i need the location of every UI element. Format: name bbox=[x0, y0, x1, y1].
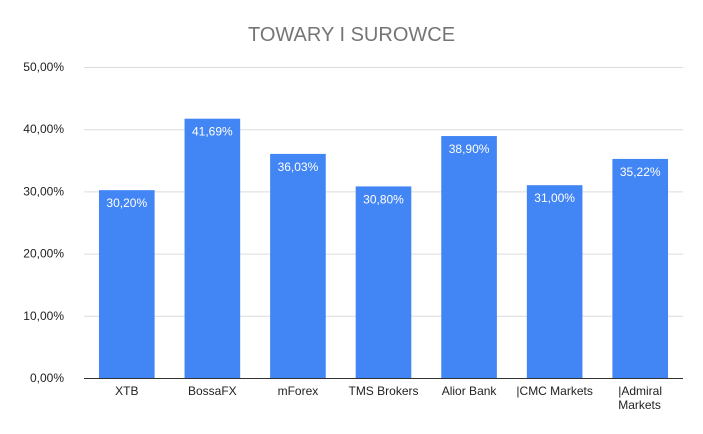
x-tick-label: XTB bbox=[115, 384, 138, 398]
bar-value-label: 30,20% bbox=[106, 196, 147, 210]
x-tick-label: |CMC Markets bbox=[516, 384, 592, 398]
x-tick-label: mForex bbox=[278, 384, 319, 398]
y-tick-label: 0,00% bbox=[30, 371, 64, 385]
y-tick-label: 30,00% bbox=[23, 184, 64, 198]
bar-value-label: 31,00% bbox=[534, 191, 575, 205]
bar bbox=[441, 136, 497, 378]
y-axis-ticks: 0,00% 10,00% 20,00% 30,00% 40,00% 50,00% bbox=[23, 60, 64, 385]
bar-value-label: 30,80% bbox=[363, 192, 404, 206]
y-tick-label: 50,00% bbox=[23, 60, 64, 74]
bar-value-label: 35,22% bbox=[620, 165, 661, 179]
y-tick-label: 20,00% bbox=[23, 247, 64, 261]
x-tick-label: TMS Brokers bbox=[348, 384, 418, 398]
x-tick-label: Alior Bank bbox=[442, 384, 498, 398]
x-tick-label: |Admiral Markets bbox=[618, 384, 662, 412]
bar bbox=[184, 118, 241, 378]
bar bbox=[355, 186, 412, 378]
bar bbox=[612, 158, 669, 378]
bar bbox=[98, 190, 155, 378]
x-tick-label: BossaFX bbox=[188, 384, 237, 398]
chart-title: TOWARY I SUROWCE bbox=[248, 24, 455, 46]
y-tick-label: 10,00% bbox=[23, 309, 64, 323]
bar bbox=[526, 185, 583, 378]
bar-value-label: 38,90% bbox=[449, 142, 490, 156]
y-tick-label: 40,00% bbox=[23, 122, 64, 136]
bar-value-label: 36,03% bbox=[278, 160, 319, 174]
data-labels: 30,20% 41,69% 36,03% 30,80% 38,90% 31,00% 35,2… bbox=[106, 125, 660, 210]
x-axis-ticks: XTB BossaFX mForex TMS Brokers Alior Bank |CM… bbox=[115, 384, 662, 412]
bars bbox=[98, 118, 669, 378]
bar bbox=[270, 153, 326, 378]
bar-value-label: 41,69% bbox=[192, 125, 233, 139]
